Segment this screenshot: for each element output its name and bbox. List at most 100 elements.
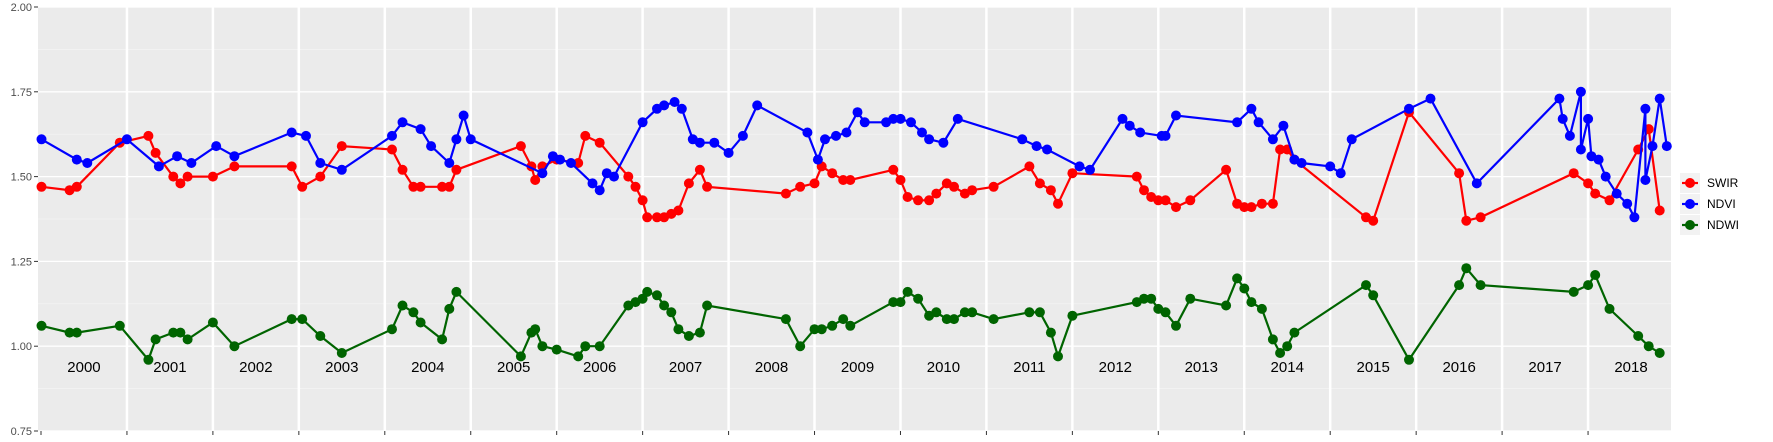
legend-key-point (1685, 178, 1695, 188)
data-point-ndvi (659, 100, 670, 111)
data-point-ndwi (1185, 293, 1196, 304)
data-point-ndvi (458, 110, 469, 121)
data-point-ndwi (1024, 307, 1035, 318)
data-point-ndvi (1640, 175, 1651, 185)
data-point-ndvi (752, 100, 763, 111)
data-point-ndvi (566, 158, 576, 168)
data-point-swir (1067, 168, 1078, 179)
data-point-ndvi (587, 178, 598, 189)
data-point-ndvi (211, 141, 222, 152)
data-point-ndvi (1042, 144, 1053, 155)
data-point-ndwi (415, 317, 426, 328)
data-point-ndvi (1575, 86, 1586, 97)
data-point-swir (924, 195, 935, 206)
data-point-swir (845, 175, 856, 185)
data-point-ndvi (917, 127, 927, 138)
data-point-swir (1368, 215, 1379, 226)
data-point-ndvi (315, 158, 326, 168)
data-point-ndwi (967, 307, 978, 318)
data-point-ndwi (71, 327, 82, 338)
data-point-ndvi (301, 130, 311, 141)
data-point-ndvi (36, 134, 47, 145)
y-tick-label: 1.25 (11, 256, 32, 268)
data-point-ndvi (415, 124, 426, 135)
data-point-swir (515, 141, 526, 152)
data-point-swir (175, 178, 186, 189)
data-point-ndwi (816, 324, 827, 335)
data-point-ndvi (121, 134, 132, 145)
data-point-ndvi (186, 158, 197, 168)
legend-key-point (1685, 199, 1695, 209)
data-point-ndwi (1232, 273, 1243, 284)
data-point-ndwi (64, 327, 75, 338)
data-point-swir (902, 192, 913, 202)
data-point-swir (150, 147, 161, 158)
data-point-ndwi (1454, 280, 1465, 291)
data-point-swir (1275, 144, 1286, 155)
data-point-ndwi (913, 293, 924, 304)
data-point-swir (780, 188, 791, 199)
data-point-swir (1131, 171, 1142, 182)
data-point-swir (1568, 168, 1579, 179)
data-point-ndvi (1600, 171, 1611, 182)
data-point-ndvi (537, 168, 548, 179)
data-point-swir (888, 164, 899, 175)
data-point-ndvi (820, 134, 830, 145)
data-point-ndwi (1267, 334, 1278, 345)
data-point-swir (336, 141, 347, 152)
data-point-swir (71, 181, 82, 192)
data-point-ndwi (1171, 320, 1181, 331)
data-point-swir (580, 130, 591, 141)
data-point-swir (1045, 185, 1056, 196)
year-label: 2013 (1185, 359, 1218, 376)
data-point-ndvi (71, 154, 82, 165)
data-point-ndvi (1278, 120, 1289, 131)
data-point-ndwi (1568, 286, 1579, 297)
y-tick-label: 1.75 (11, 87, 32, 99)
data-point-ndvi (1135, 127, 1146, 138)
data-point-swir (297, 181, 308, 192)
data-point-swir (437, 181, 448, 192)
data-point-ndwi (1590, 270, 1601, 280)
data-point-ndwi (336, 348, 347, 358)
data-point-ndwi (182, 334, 193, 345)
axes: 0.75 1.00 1.25 1.50 1.75 2.00 (11, 2, 1589, 438)
data-point-ndvi (1661, 141, 1672, 152)
year-label: 2004 (411, 359, 444, 376)
data-point-ndvi (802, 127, 813, 138)
data-point-ndvi (831, 130, 841, 141)
data-point-ndvi (852, 107, 863, 118)
data-point-ndvi (1296, 158, 1307, 168)
data-point-ndvi (1335, 168, 1346, 179)
data-point-ndwi (1404, 354, 1414, 365)
data-point-swir (1654, 205, 1665, 216)
data-point-swir (387, 144, 397, 155)
data-point-ndvi (1564, 130, 1575, 141)
data-point-swir (168, 171, 179, 182)
data-point-ndvi (709, 137, 720, 148)
data-point-ndwi (809, 324, 820, 335)
data-point-swir (1153, 195, 1164, 206)
data-point-ndvi (1583, 113, 1594, 124)
data-point-ndwi (827, 320, 838, 331)
data-point-ndwi (838, 314, 849, 325)
data-point-swir (637, 195, 648, 206)
data-point-ndvi (336, 164, 347, 175)
data-point-ndwi (387, 324, 397, 335)
data-point-ndwi (1475, 280, 1486, 291)
year-label: 2016 (1442, 359, 1475, 376)
data-point-ndwi (444, 303, 455, 314)
year-label: 2018 (1614, 359, 1647, 376)
data-point-ndwi (1256, 303, 1267, 314)
series-ndwi (36, 263, 1665, 365)
data-point-ndvi (1640, 103, 1651, 114)
data-point-ndwi (143, 354, 154, 365)
year-label: 2000 (67, 359, 100, 376)
data-point-ndvi (1346, 134, 1357, 145)
data-point-ndwi (1361, 280, 1371, 291)
data-point-ndwi (594, 341, 605, 352)
data-point-ndvi (1031, 141, 1042, 152)
data-point-ndwi (959, 307, 970, 318)
legend-label-ndwi: NDWI (1707, 218, 1739, 232)
